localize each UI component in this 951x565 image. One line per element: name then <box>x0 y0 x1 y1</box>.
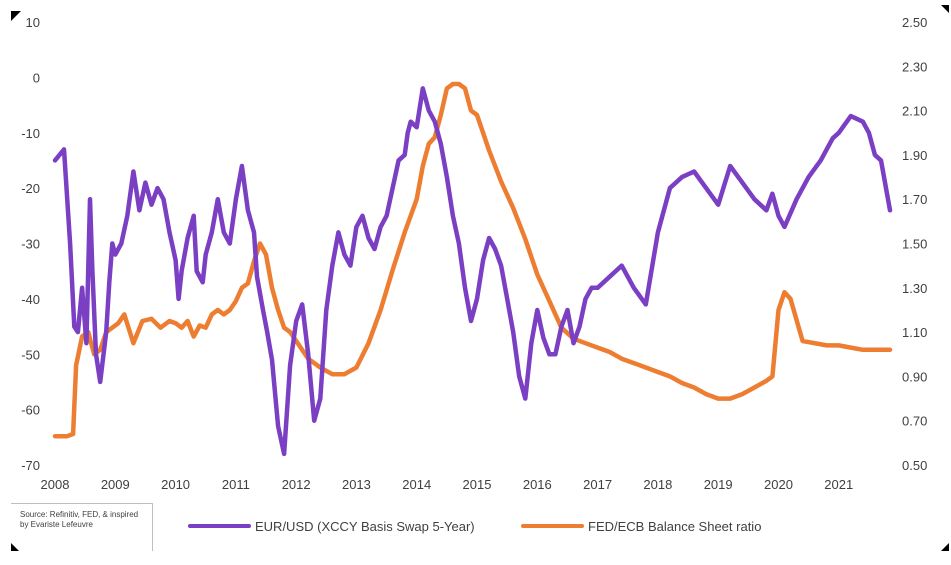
x-tick-label: 2009 <box>101 477 130 492</box>
right-tick-label: 0.90 <box>902 369 927 384</box>
x-axis-ticks: 2008 2009 2010 2011 2012 2013 2014 2015 2016 2017… <box>41 477 854 492</box>
right-tick-label: 1.30 <box>902 281 927 296</box>
left-tick-label: -50 <box>21 347 40 362</box>
x-tick-label: 2018 <box>643 477 672 492</box>
x-tick-label: 2010 <box>161 477 190 492</box>
right-tick-label: 2.50 <box>902 15 927 30</box>
right-tick-label: 0.50 <box>902 458 927 473</box>
right-tick-label: 1.50 <box>902 237 927 252</box>
legend-label-fed-ecb: FED/ECB Balance Sheet ratio <box>588 519 761 534</box>
corner-mark-top-right <box>941 5 949 13</box>
x-tick-label: 2021 <box>824 477 853 492</box>
x-tick-label: 2020 <box>764 477 793 492</box>
corner-mark-top-left <box>11 11 21 21</box>
x-tick-label: 2014 <box>402 477 431 492</box>
left-tick-label: -30 <box>21 237 40 252</box>
x-tick-label: 2016 <box>523 477 552 492</box>
left-tick-label: -20 <box>21 181 40 196</box>
left-tick-label: -60 <box>21 403 40 418</box>
right-tick-label: 0.70 <box>902 414 927 429</box>
left-tick-label: -40 <box>21 292 40 307</box>
left-axis-ticks: 10 0 -10 -20 -30 -40 -50 -60 -70 <box>21 15 40 473</box>
right-tick-label: 2.30 <box>902 59 927 74</box>
corner-mark-bottom-left <box>11 543 19 551</box>
left-tick-label: 10 <box>26 15 40 30</box>
legend: EUR/USD (XCCY Basis Swap 5-Year) FED/ECB… <box>188 519 761 534</box>
right-tick-label: 1.90 <box>902 148 927 163</box>
x-tick-label: 2015 <box>463 477 492 492</box>
right-tick-label: 1.10 <box>902 325 927 340</box>
x-tick-label: 2012 <box>282 477 311 492</box>
left-tick-label: -70 <box>21 458 40 473</box>
left-tick-label: -10 <box>21 126 40 141</box>
corner-mark-bottom-right <box>941 543 949 551</box>
series-line-eurusd <box>52 86 893 457</box>
legend-label-eurusd: EUR/USD (XCCY Basis Swap 5-Year) <box>255 519 475 534</box>
x-tick-label: 2008 <box>41 477 70 492</box>
right-axis-ticks: 2.50 2.30 2.10 1.90 1.70 1.50 1.30 1.10 0.90 0.70… <box>902 15 927 473</box>
x-tick-label: 2017 <box>583 477 612 492</box>
right-tick-label: 1.70 <box>902 192 927 207</box>
x-tick-label: 2019 <box>704 477 733 492</box>
x-tick-label: 2013 <box>342 477 371 492</box>
x-tick-label: 2011 <box>222 477 250 492</box>
left-tick-label: 0 <box>33 70 40 85</box>
source-note: Source: Refinitiv, FED, & inspired by Ev… <box>11 503 153 551</box>
series-line-fed-ecb <box>52 81 893 439</box>
right-tick-label: 2.10 <box>902 104 927 119</box>
series-layer <box>52 81 893 457</box>
